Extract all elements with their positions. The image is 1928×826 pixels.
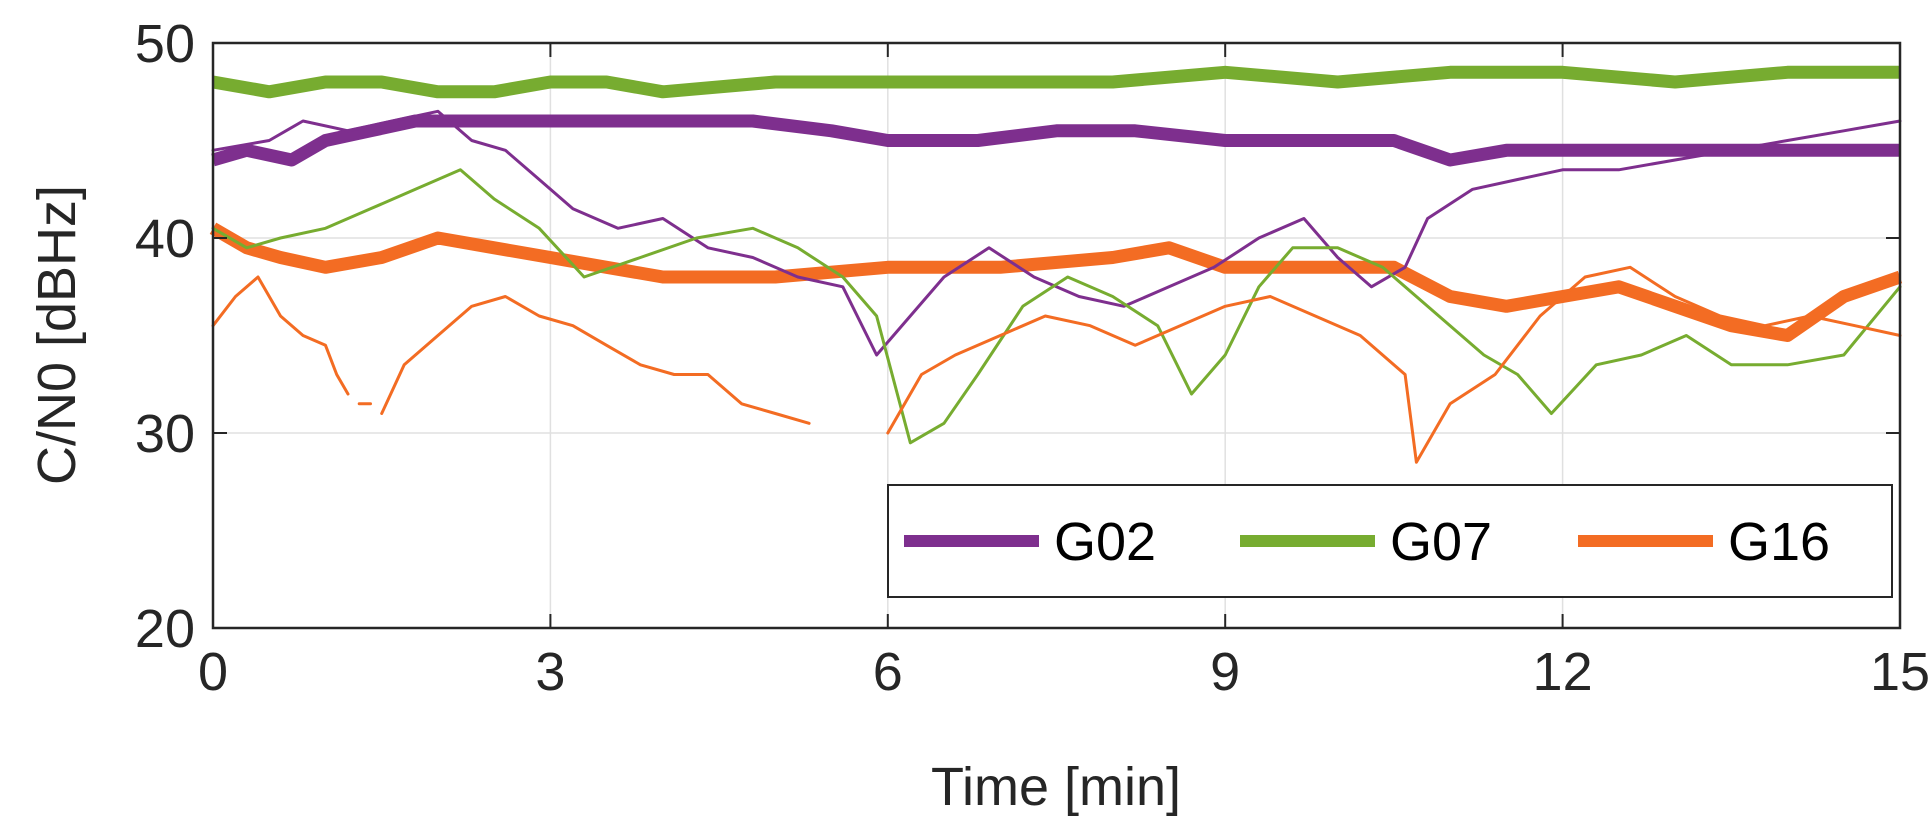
x-tick-label: 9 xyxy=(1210,642,1240,702)
legend-box xyxy=(887,484,1893,598)
series-g16-raw-line-seg4 xyxy=(886,265,1902,464)
legend: G02 G07 G16 xyxy=(887,484,1893,598)
x-tick-label: 6 xyxy=(873,642,903,702)
y-axis-label: C/N0 [dBHz] xyxy=(27,185,87,485)
series-g16-tracked-line xyxy=(209,222,1903,342)
series-g16-raw-line-seg1 xyxy=(211,275,350,396)
y-tick-label: 50 xyxy=(135,14,195,74)
y-tick-label: 20 xyxy=(135,599,195,659)
y-tick-label: 30 xyxy=(135,404,195,464)
series-g16-raw-line-seg3 xyxy=(380,295,811,425)
x-tick-label: 15 xyxy=(1870,642,1928,702)
x-axis-ticks: 0 3 6 9 12 15 xyxy=(198,43,1928,702)
plot-frame xyxy=(211,41,1902,630)
y-axis-ticks: 20 30 40 50 xyxy=(135,14,1900,659)
legend-label-g16: G16 xyxy=(1728,512,1830,572)
series-g07-raw-line xyxy=(211,168,1902,445)
x-axis-label: Time [min] xyxy=(931,757,1181,817)
x-tick-label: 12 xyxy=(1533,642,1593,702)
x-tick-label: 0 xyxy=(198,642,228,702)
series-g07-tracked-line xyxy=(211,65,1900,99)
legend-label-g02: G02 xyxy=(1054,512,1156,572)
series-layer xyxy=(209,65,1903,464)
y-tick-label: 40 xyxy=(135,209,195,269)
legend-label-g07: G07 xyxy=(1390,512,1492,572)
x-tick-label: 3 xyxy=(535,642,565,702)
series-g02-tracked-line xyxy=(211,114,1900,167)
series-g02-raw-line xyxy=(211,109,1902,357)
